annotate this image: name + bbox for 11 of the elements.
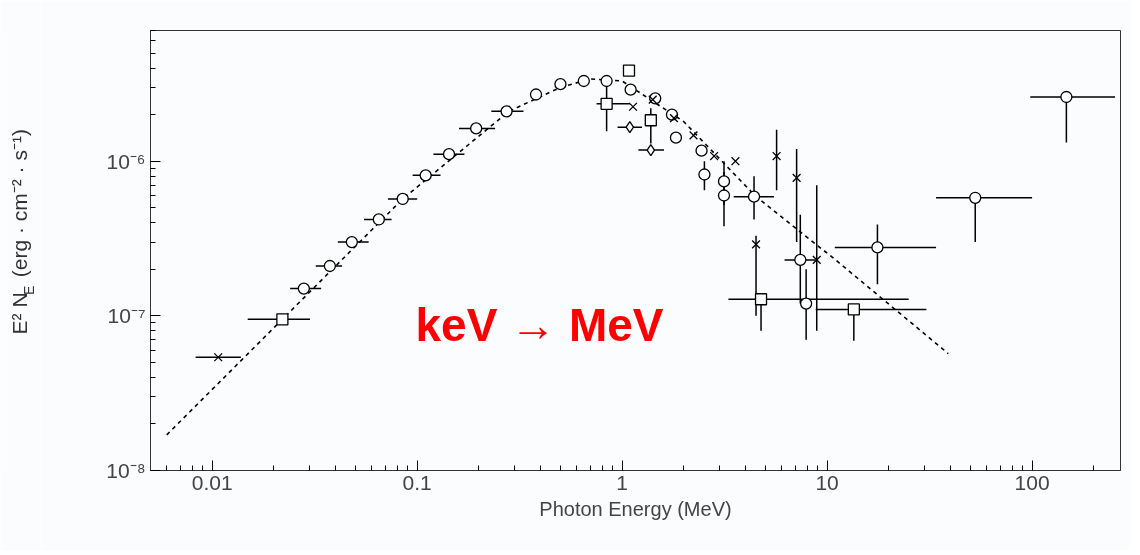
y-tick-label: 10⁻⁸	[106, 459, 146, 482]
x-tick-label: 0.1	[402, 470, 432, 494]
y-axis-title: E² NE (erg · cm⁻² · s⁻¹)	[7, 129, 37, 335]
x-tick-label: 1	[616, 470, 628, 494]
annotation: keV → MeV	[415, 298, 664, 351]
y-tick-label: 10⁻⁶	[106, 149, 146, 173]
y-tick-label: 10⁻⁷	[107, 304, 146, 328]
x-axis-title: Photon Energy (MeV)	[539, 497, 732, 520]
x-tick-label: 100	[1014, 470, 1050, 494]
x-tick-label: 0.01	[191, 470, 233, 494]
x-tick-label: 10	[815, 470, 839, 494]
